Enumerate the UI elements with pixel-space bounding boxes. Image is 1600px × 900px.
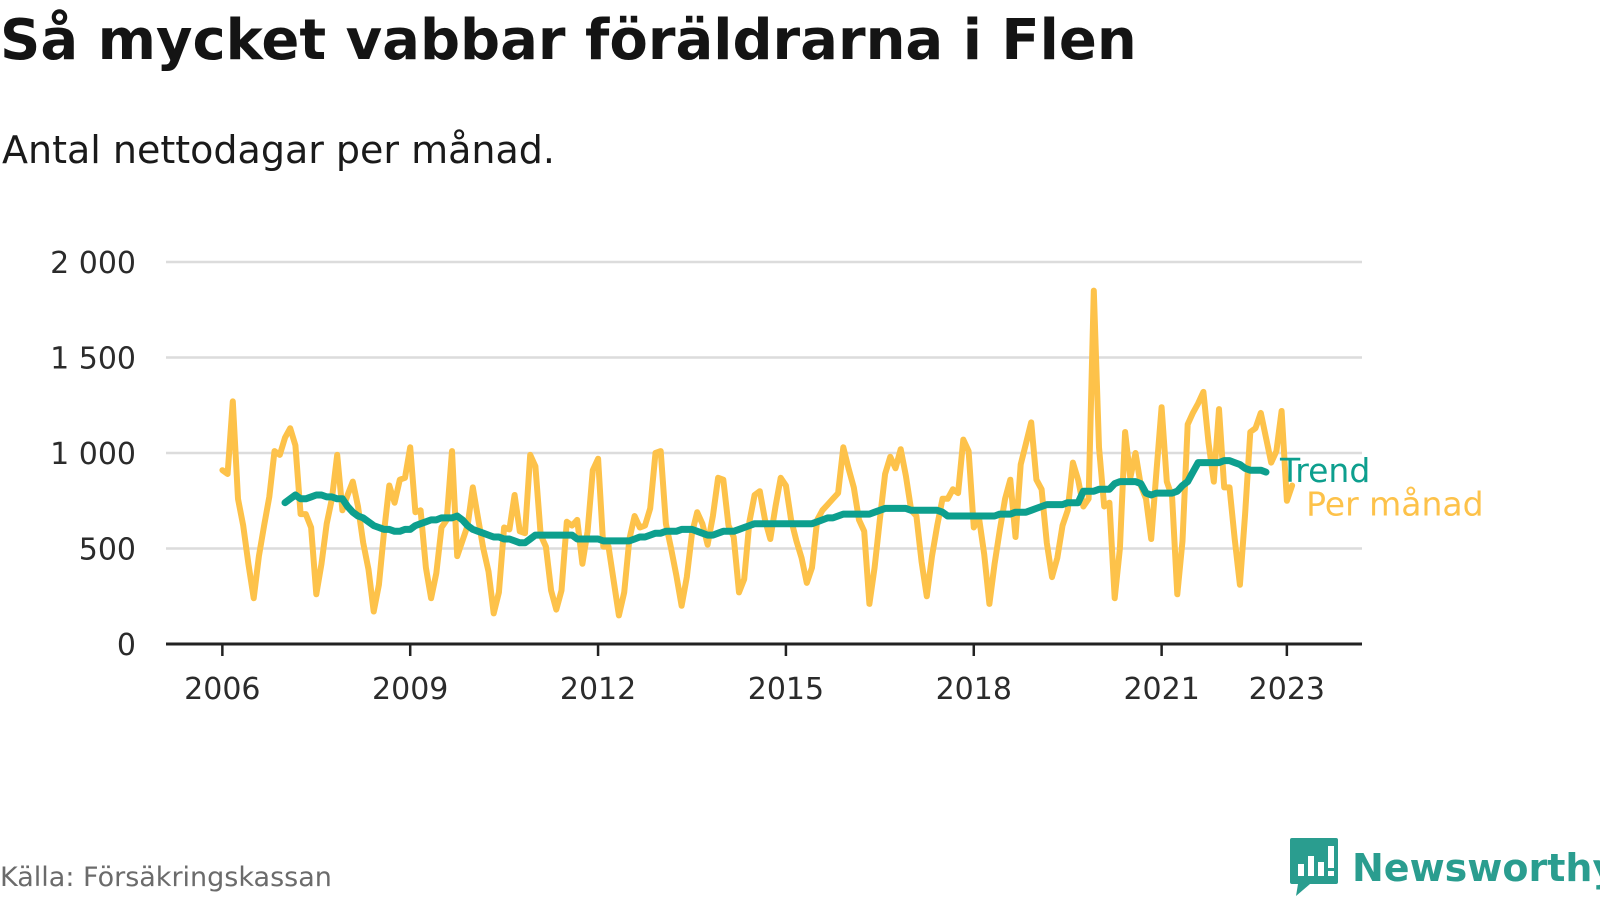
x-tick-label: 2009 [372,672,448,707]
chart-title: Så mycket vabbar föräldrarna i Flen [0,8,1137,73]
x-tick-label: 2012 [560,672,636,707]
y-tick-label: 1 000 [50,437,136,472]
brand-name: Newsworthy [1352,846,1600,890]
y-tick-label: 1 500 [50,342,136,377]
chart-subtitle: Antal nettodagar per månad. [2,128,556,172]
y-tick-label: 0 [117,628,136,663]
trend-label: Trend [1279,451,1370,490]
newsworthy-logo: Newsworthy [1290,838,1600,898]
x-tick-label: 2023 [1249,672,1325,707]
x-tick-label: 2015 [748,672,824,707]
trend-line [281,457,1270,547]
y-tick-label: 2 000 [50,246,136,281]
source-note: Källa: Försäkringskassan [0,862,332,893]
line-chart: 0 500 1 000 1 500 2 000 2006 2009 2012 2015 2018 2… [50,246,1484,707]
x-tick-label: 2018 [936,672,1012,707]
x-tick-label: 2021 [1123,672,1199,707]
per-manad-line [219,287,1296,619]
per-manad-label: Per månad [1306,484,1484,523]
y-tick-label: 500 [79,533,136,568]
newsworthy-logo-icon [1290,838,1338,896]
x-tick-label: 2006 [184,672,260,707]
